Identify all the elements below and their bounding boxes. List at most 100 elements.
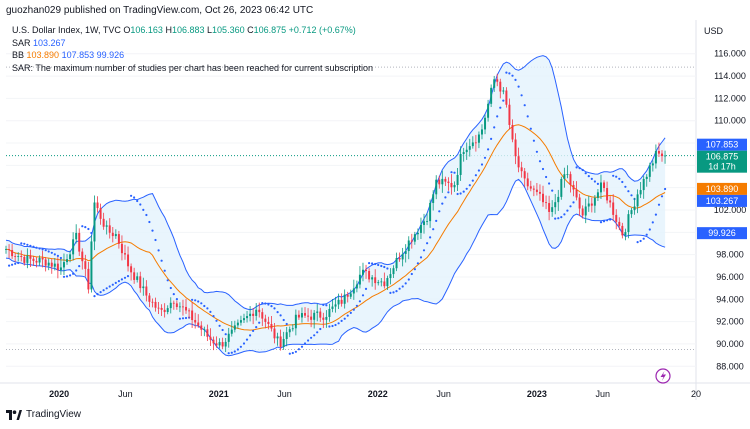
sar-dot: [148, 220, 151, 224]
candle-body: [484, 117, 487, 130]
candle: [551, 200, 554, 217]
ohlc-open: 106.163: [130, 25, 163, 35]
candle: [496, 73, 499, 87]
candle: [242, 313, 245, 324]
price-tag: 103.267: [697, 194, 747, 207]
candle: [133, 267, 136, 284]
sar-dot: [630, 194, 633, 197]
sar-dot: [90, 231, 93, 235]
x-tick-label: Jun: [436, 389, 451, 399]
candle-body: [432, 194, 435, 203]
legend-bb-row[interactable]: BB 103.890 107.853 99.926: [12, 49, 373, 62]
y-tick-label: 88.000: [716, 361, 744, 371]
sar-dot: [32, 245, 35, 248]
candle: [435, 175, 438, 200]
tradingview-branding[interactable]: TradingView: [6, 409, 81, 420]
candle-body: [340, 299, 343, 304]
candle: [209, 328, 212, 346]
x-tick-label: 2023: [527, 389, 547, 399]
candle: [142, 277, 145, 296]
candle-body: [230, 329, 233, 334]
studies-limit-notice: SAR: The maximum number of studies per c…: [12, 62, 374, 73]
candle: [368, 268, 371, 283]
candle: [575, 181, 578, 201]
sar-dot: [371, 262, 374, 265]
candle-body: [14, 256, 17, 257]
sar-dot: [81, 225, 84, 228]
ohlc-open-label: O: [123, 25, 131, 35]
sar-dot: [496, 115, 499, 118]
candle: [307, 308, 310, 322]
sar-dot: [581, 168, 584, 172]
sar-dot: [75, 269, 78, 272]
candle-body: [545, 202, 548, 204]
candle: [505, 87, 508, 108]
candle: [633, 197, 636, 215]
candle: [444, 176, 447, 186]
candle-body: [609, 200, 612, 203]
sar-dot: [593, 180, 597, 183]
candle-body: [438, 179, 441, 185]
sar-dot: [276, 311, 279, 314]
candle: [239, 315, 242, 326]
candle: [480, 124, 483, 140]
candle-body: [410, 240, 413, 242]
candle-body: [310, 316, 313, 320]
x-tick-label: Jun: [118, 389, 133, 399]
bb-basis-line: [5, 124, 666, 331]
candle: [343, 289, 346, 309]
candle: [233, 320, 236, 333]
sar-dot: [346, 314, 349, 317]
candle-body: [551, 207, 554, 212]
candle-body: [395, 258, 398, 269]
price-tag-bg: [697, 182, 747, 195]
sar-dot: [386, 267, 389, 270]
sar-dot: [35, 246, 38, 249]
candle-body: [639, 190, 642, 195]
sar-dot: [297, 348, 300, 351]
candle: [41, 250, 44, 268]
candle-body: [514, 139, 517, 157]
x-tick-label: 2022: [368, 389, 388, 399]
candle-body: [294, 314, 297, 329]
sar-dot: [410, 272, 413, 276]
sar-dot: [578, 167, 581, 170]
x-tick-label: 20: [691, 389, 701, 399]
candle: [246, 311, 249, 323]
sar-dot: [517, 85, 520, 88]
sar-dot: [459, 192, 462, 195]
sar-dot: [462, 190, 465, 193]
candles: [5, 73, 667, 353]
legend-sar-row[interactable]: SAR 103.267: [12, 37, 373, 50]
candle-body: [325, 316, 328, 320]
candle-body: [75, 232, 78, 240]
candle-body: [53, 263, 56, 267]
candle-body: [239, 320, 242, 323]
sar-dot: [142, 208, 145, 211]
candle: [423, 213, 426, 234]
candle-body: [352, 288, 355, 294]
candle: [230, 321, 233, 337]
candle: [648, 162, 651, 182]
lightning-icon[interactable]: [655, 368, 671, 384]
sar-dot: [169, 286, 172, 290]
candle: [32, 255, 35, 266]
bb-lower-line: [5, 178, 666, 357]
sar-dot: [413, 268, 416, 271]
candle-body: [548, 203, 551, 212]
candle: [642, 175, 645, 199]
candle-body: [130, 266, 133, 273]
sar-dot: [212, 315, 215, 318]
candle: [468, 138, 471, 157]
sar-dot: [398, 287, 401, 290]
sar-dot: [273, 307, 276, 310]
sar-dot: [654, 213, 658, 216]
sar-dot: [105, 287, 108, 290]
sar-dot: [664, 187, 667, 191]
currency-label[interactable]: USD: [703, 26, 723, 36]
sar-dot: [328, 325, 331, 328]
candle-body: [163, 309, 166, 313]
candle-body: [508, 104, 511, 125]
candle: [557, 189, 560, 211]
